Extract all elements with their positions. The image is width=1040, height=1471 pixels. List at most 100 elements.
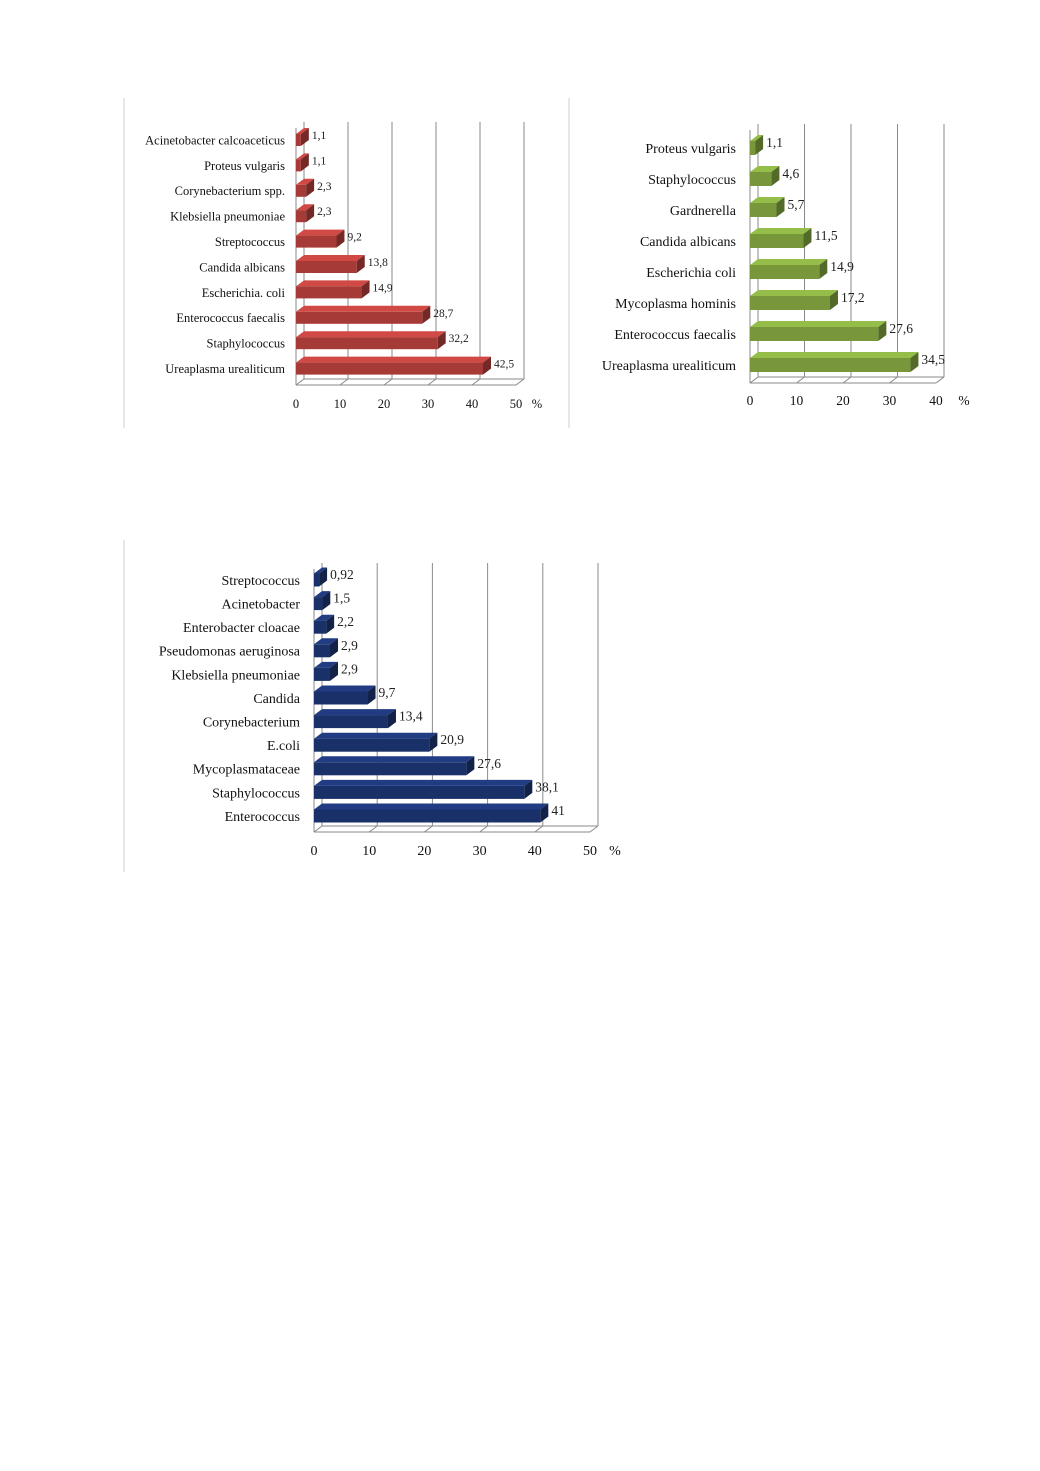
bar — [750, 172, 772, 186]
bar — [296, 159, 301, 172]
data-label: 34,5 — [921, 352, 945, 367]
floor-line — [383, 378, 393, 386]
x-tick-label: 0 — [311, 844, 318, 859]
floor-line — [427, 378, 437, 386]
category-label: Acinetobacter — [221, 598, 300, 613]
data-label: 2,3 — [317, 206, 332, 218]
category-label: Mycoplasmataceae — [193, 763, 300, 778]
x-unit-label: % — [532, 397, 542, 411]
bar — [750, 296, 830, 310]
category-label: E.coli — [267, 739, 300, 754]
floor-line — [479, 825, 488, 833]
bar — [750, 141, 756, 155]
bar — [750, 203, 777, 217]
x-tick-label: 50 — [583, 844, 597, 859]
floor-line — [313, 825, 323, 833]
bar — [314, 738, 430, 752]
bar-side — [330, 661, 339, 681]
data-label: 13,8 — [368, 257, 388, 269]
data-label: 17,2 — [841, 290, 865, 305]
bar-side — [829, 290, 838, 310]
floor-line — [339, 378, 349, 386]
bar — [314, 715, 388, 729]
data-label: 27,6 — [889, 321, 913, 336]
category-label: Gardnerella — [670, 204, 737, 219]
bar-side — [437, 331, 446, 350]
bar-top — [296, 331, 446, 338]
category-label: Candida albicans — [640, 235, 736, 250]
category-label: Candida — [253, 692, 300, 707]
category-label: Ureaplasma urealiticum — [602, 359, 736, 374]
data-label: 2,3 — [317, 181, 332, 193]
bar-top — [314, 732, 438, 739]
data-label: 4,6 — [782, 166, 799, 181]
category-label: Acinetobacter calcoaceticus — [145, 133, 285, 147]
bar-top — [296, 128, 309, 134]
data-label: 9,7 — [379, 685, 396, 700]
category-label: Escherichia coli — [646, 266, 736, 281]
bar — [750, 265, 820, 279]
bar-top — [750, 352, 919, 358]
category-label: Klebsiella pneumoniae — [171, 668, 300, 683]
bar-side — [422, 305, 431, 324]
data-label: 1,1 — [766, 135, 783, 150]
bar-top — [296, 178, 315, 185]
bar-top — [750, 290, 838, 296]
category-label: Enterococcus — [225, 810, 300, 825]
bar-side — [326, 614, 335, 634]
bar-top — [314, 638, 339, 645]
category-label: Ureaplasma urealiticum — [165, 362, 285, 376]
bar — [314, 809, 541, 823]
x-tick-label: 20 — [417, 844, 431, 859]
bar-top — [750, 321, 887, 327]
bar — [296, 235, 337, 248]
bar-top — [314, 685, 376, 692]
bar-top — [314, 756, 475, 763]
bar-side — [330, 638, 339, 658]
category-label: Enterococcus faecalis — [176, 311, 285, 325]
data-label: 2,9 — [341, 661, 358, 676]
data-label: 38,1 — [535, 779, 559, 794]
bar-side — [300, 153, 309, 172]
data-label: 41 — [551, 803, 565, 818]
data-label: 13,4 — [399, 709, 423, 724]
floor-line — [424, 825, 433, 833]
bar-top — [750, 166, 780, 172]
bar — [296, 286, 362, 299]
bar-side — [319, 567, 328, 587]
bar — [314, 785, 525, 799]
category-label: Streptococcus — [215, 235, 285, 249]
floor-line — [935, 376, 945, 384]
bar — [314, 691, 368, 705]
data-label: 11,5 — [814, 228, 837, 243]
chart-3: 0 10 20 30 40 50 % Streptococcus 0,92 Acinetobact… — [123, 540, 621, 872]
x-unit-label: % — [958, 393, 969, 408]
bar — [296, 134, 301, 146]
bar-top — [296, 280, 370, 287]
x-tick-label: 10 — [790, 393, 804, 408]
bar-side — [524, 779, 533, 799]
floor-line — [368, 825, 378, 833]
category-label: Corynebacterium spp. — [175, 184, 285, 198]
data-label: 1,1 — [312, 155, 327, 167]
bar-side — [429, 732, 438, 752]
data-label: 9,2 — [347, 232, 362, 244]
bar — [314, 573, 320, 587]
category-label: Streptococcus — [221, 574, 300, 589]
bar-top — [314, 567, 328, 574]
bar-top — [314, 709, 396, 716]
bar-side — [755, 135, 764, 155]
data-label: 2,9 — [341, 638, 358, 653]
bar — [296, 337, 438, 350]
floor-line — [589, 825, 599, 833]
floor-line — [842, 376, 852, 384]
bar-side — [910, 352, 919, 372]
data-label: 14,9 — [373, 282, 393, 294]
bar — [750, 234, 804, 248]
bar-side — [771, 166, 780, 186]
bar-top — [750, 259, 828, 265]
bar — [750, 327, 879, 341]
category-label: Staphylococcus — [212, 786, 300, 801]
bar-top — [750, 197, 785, 203]
bar — [750, 358, 911, 372]
